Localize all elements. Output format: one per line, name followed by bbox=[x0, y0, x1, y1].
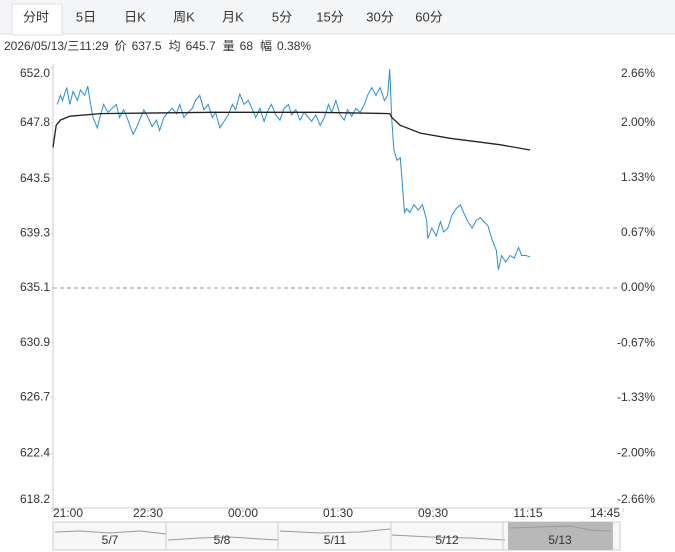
info-value: 645.7 bbox=[186, 39, 216, 53]
tab[interactable]: 5日 bbox=[76, 9, 96, 24]
info-label: 均 bbox=[169, 39, 181, 53]
navigator-date: 5/13 bbox=[548, 533, 572, 547]
navigator-date: 5/7 bbox=[102, 533, 119, 547]
y-tick-label: 635.1 bbox=[20, 280, 50, 294]
y-tick-label: 652.0 bbox=[20, 66, 50, 80]
x-tick-label: 21:00 bbox=[53, 506, 83, 520]
x-tick-label: 22:30 bbox=[133, 506, 163, 520]
tab[interactable]: 60分 bbox=[415, 9, 442, 24]
y-tick-label: 647.8 bbox=[20, 115, 50, 129]
info-line: 2026/05/13/三11:29 价 637.5 均 645.7 量 68 幅 0.38% bbox=[4, 38, 311, 53]
navigator-date: 5/8 bbox=[214, 533, 231, 547]
y-tick-label: 622.4 bbox=[20, 445, 50, 459]
active-tab bbox=[11, 3, 63, 36]
x-tick-label: 14:45 bbox=[590, 506, 620, 520]
y2-tick-label: -2.00% bbox=[617, 446, 655, 460]
tab-bar bbox=[0, 0, 675, 34]
y-tick-label: 643.5 bbox=[20, 171, 50, 185]
y2-tick-label: 2.00% bbox=[621, 115, 655, 129]
info-label: 量 bbox=[223, 39, 235, 53]
tab[interactable]: 周K bbox=[173, 9, 195, 24]
tab[interactable]: 月K bbox=[222, 9, 244, 24]
series-line bbox=[56, 69, 531, 270]
navigator-date: 5/11 bbox=[324, 533, 347, 547]
y-tick-label: 630.9 bbox=[20, 335, 50, 349]
x-tick-label: 11:15 bbox=[513, 506, 542, 520]
navigator-trace bbox=[54, 525, 611, 548]
y2-tick-label: -2.66% bbox=[617, 492, 655, 506]
info-value: 0.38% bbox=[277, 39, 311, 53]
y-tick-label: 618.2 bbox=[20, 492, 50, 506]
tab[interactable]: 30分 bbox=[366, 9, 393, 24]
navigator-date: 5/12 bbox=[435, 533, 459, 547]
y-tick-label: 639.3 bbox=[20, 225, 50, 239]
tab[interactable]: 日K bbox=[124, 9, 146, 24]
info-label: 价 bbox=[115, 39, 127, 53]
info-value: 637.5 bbox=[132, 39, 162, 53]
tabs: 分时 5日 日K 周K 月K 5分 15分 30分 60分 bbox=[23, 9, 443, 24]
tab[interactable]: 15分 bbox=[316, 9, 343, 24]
tab[interactable]: 5分 bbox=[272, 9, 292, 24]
x-tick-label: 09:30 bbox=[418, 506, 448, 520]
y2-tick-label: 1.33% bbox=[621, 170, 655, 184]
y2-tick-label: 0.67% bbox=[621, 225, 655, 239]
tab[interactable]: 分时 bbox=[23, 9, 49, 24]
x-tick-label: 01:30 bbox=[323, 506, 353, 520]
y2-tick-label: 2.66% bbox=[621, 66, 655, 80]
info-value: 68 bbox=[240, 39, 254, 53]
x-tick-label: 00:00 bbox=[228, 506, 258, 520]
y2-tick-label: -1.33% bbox=[617, 390, 655, 404]
series-line bbox=[52, 111, 531, 151]
info-time: 2026/05/13/三11:29 bbox=[4, 39, 109, 53]
y2-tick-label: 0.00% bbox=[621, 280, 655, 294]
y2-tick-label: -0.67% bbox=[617, 336, 655, 350]
y-tick-label: 626.7 bbox=[20, 390, 50, 404]
info-label: 幅 bbox=[260, 38, 272, 53]
